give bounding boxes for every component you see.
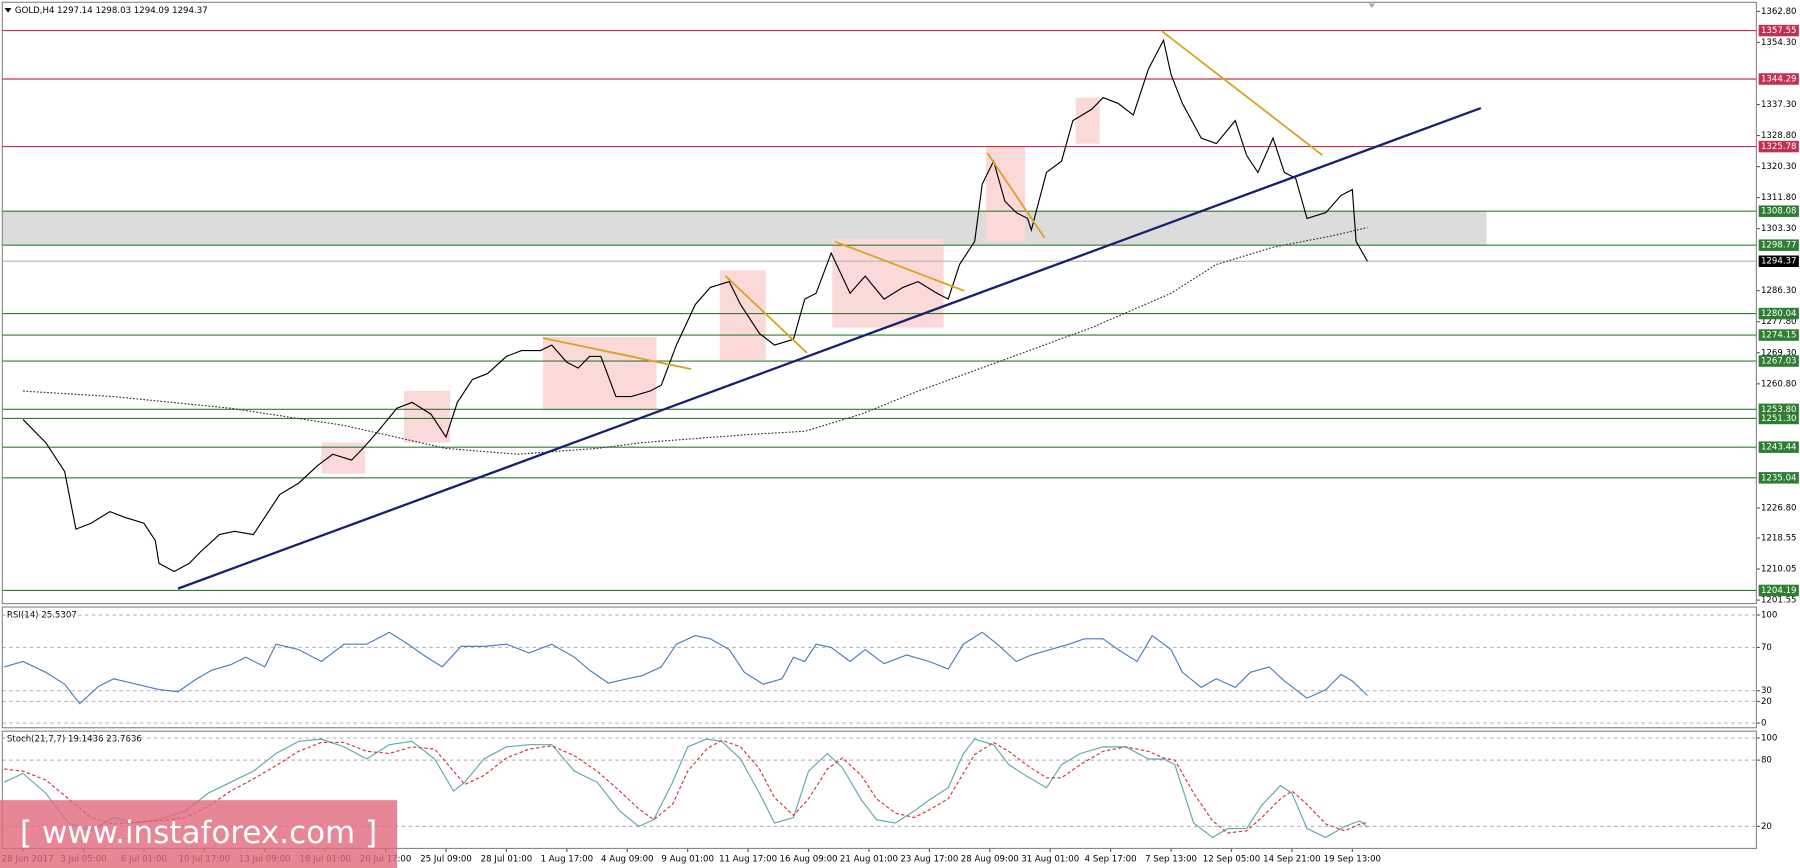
x-tick-label: 1 Aug 17:00 [541, 854, 594, 864]
x-tick-label: 19 Sep 13:00 [1324, 854, 1381, 864]
y-tick-label: 80 [1761, 756, 1772, 766]
trend-line [542, 337, 692, 370]
pattern-box [832, 239, 944, 328]
y-tick-label: 1303.30 [1761, 224, 1797, 234]
pattern-box [542, 336, 657, 411]
trend-line [1161, 30, 1324, 156]
last-price-box [1758, 255, 1799, 267]
y-tick-label: 1277.80 [1761, 317, 1797, 327]
x-tick-label: 28 Aug 09:00 [961, 854, 1019, 864]
support-zone [2, 211, 1487, 246]
y-tick-label: 1320.30 [1761, 162, 1797, 172]
y-tick-label: 1226.80 [1761, 503, 1797, 513]
level-label-box [1758, 307, 1799, 320]
x-tick-label: 12 Sep 05:00 [1203, 854, 1260, 864]
y-tick-label: 100 [1761, 611, 1777, 621]
level-label-box [1758, 239, 1799, 251]
panel-title: RSI(14) 25.5307 [7, 611, 77, 621]
level-label-box [1758, 441, 1799, 453]
x-tick-label: 16 Aug 09:00 [780, 854, 838, 864]
watermark-text: [ www.instaforex.com ] [20, 815, 377, 851]
level-label-box [1758, 403, 1799, 416]
y-tick-label: 1337.30 [1761, 100, 1797, 110]
level-label: 1344.29 [1761, 74, 1797, 84]
y-tick-label: 1260.80 [1761, 379, 1797, 389]
x-tick-label: 14 Sep 21:00 [1263, 854, 1320, 864]
y-tick-label: 1286.30 [1761, 286, 1797, 296]
level-label: 1235.04 [1761, 473, 1797, 483]
y-tick-label: 20 [1761, 822, 1772, 832]
level-label-box [1758, 355, 1799, 367]
watermark-box [0, 800, 398, 868]
y-tick-label: 1328.80 [1761, 131, 1797, 141]
trend-line [986, 152, 1046, 239]
pattern-box [321, 442, 366, 474]
watermark: [ www.instaforex.com ] [0, 800, 398, 868]
price-panel-frame [1, 1, 1757, 605]
x-tick-label: 4 Aug 09:00 [601, 854, 654, 864]
level-label-box [1758, 24, 1799, 37]
level-label-box [1758, 329, 1799, 341]
x-tick-label: 4 Sep 17:00 [1085, 854, 1137, 864]
pattern-box [719, 270, 766, 360]
trend-line [724, 275, 808, 354]
y-tick-label: 1201.55 [1761, 596, 1797, 606]
level-label-box [1758, 205, 1799, 217]
last-price-label: 1294.37 [1761, 257, 1797, 267]
level-label: 1298.77 [1761, 241, 1797, 251]
x-tick-label: 11 Aug 17:00 [719, 854, 777, 864]
series-line [3, 738, 1368, 839]
level-label: 1253.80 [1761, 405, 1797, 415]
level-label: 1251.30 [1761, 414, 1797, 424]
x-tick-label: 25 Jul 09:00 [420, 854, 472, 864]
y-tick-label: 20 [1761, 697, 1772, 707]
y-tick-label: 70 [1761, 643, 1772, 653]
series-line [4, 739, 1368, 834]
level-label: 1308.08 [1761, 207, 1797, 217]
series-line [22, 38, 1368, 573]
x-tick-label: 23 Aug 17:00 [900, 854, 958, 864]
level-label: 1325.78 [1761, 142, 1797, 152]
y-tick-label: 1269.30 [1761, 348, 1797, 358]
level-label: 1204.19 [1761, 586, 1797, 596]
series-line [4, 631, 1368, 705]
support-trend-line [177, 106, 1482, 590]
panel-title: Stoch(21,7,7) 19.1436 23.7636 [7, 735, 142, 745]
level-label-box [1758, 472, 1799, 484]
level-label-box [1758, 584, 1799, 597]
panel-title: GOLD,H4 1297.14 1298.03 1294.09 1294.37 [15, 6, 208, 16]
y-tick-label: 30 [1761, 686, 1772, 696]
x-tick-label: 9 Aug 01:00 [661, 854, 714, 864]
y-tick-label: 0 [1761, 719, 1766, 729]
level-label: 1267.03 [1761, 357, 1797, 367]
x-tick-label: 7 Sep 13:00 [1145, 854, 1197, 864]
level-label: 1280.04 [1761, 309, 1797, 319]
panel-frames [1, 1, 1757, 850]
y-tick-label: 100 [1761, 734, 1777, 744]
y-tick-label: 1362.80 [1761, 7, 1797, 17]
level-label: 1243.44 [1761, 443, 1797, 453]
shift-marker [1368, 3, 1376, 9]
y-tick-label: 1218.55 [1761, 534, 1797, 544]
level-label: 1274.15 [1761, 331, 1797, 341]
level-label: 1357.55 [1761, 26, 1797, 36]
y-tick-label: 1210.05 [1761, 565, 1797, 575]
trend-lines [542, 30, 1324, 370]
level-label-box [1758, 140, 1799, 153]
trend-line [834, 240, 965, 292]
x-tick-label: 21 Aug 01:00 [840, 854, 898, 864]
stoch-panel-frame [1, 730, 1757, 850]
rsi-panel-frame [1, 606, 1757, 729]
level-label-box [1758, 412, 1799, 425]
x-tick-label: 31 Aug 01:00 [1021, 854, 1079, 864]
level-label-box [1758, 73, 1799, 85]
y-tick-label: 1354.30 [1761, 38, 1797, 48]
pattern-box [404, 390, 450, 443]
x-tick-label: 28 Jul 01:00 [481, 854, 533, 864]
y-tick-label: 1311.80 [1761, 193, 1797, 203]
symbol-menu-icon [4, 8, 12, 13]
